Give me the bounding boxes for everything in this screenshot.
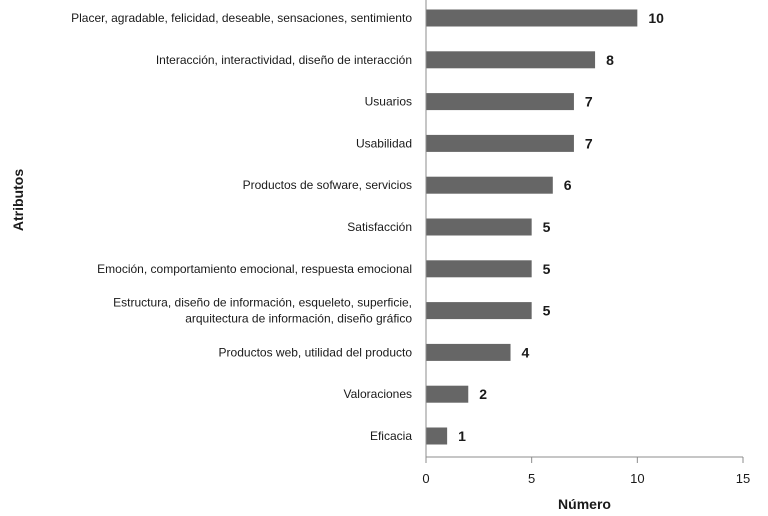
category-label-4: Usabilidad <box>356 136 412 150</box>
x-tick-label-0: 0 <box>422 471 429 486</box>
axes <box>425 0 743 458</box>
bar-1 <box>426 9 638 27</box>
bar-6 <box>426 218 532 236</box>
category-label-line: Placer, agradable, felicidad, deseable, … <box>71 11 412 25</box>
category-label-7: Emoción, comportamiento emocional, respu… <box>97 262 412 276</box>
category-label-line: Emoción, comportamiento emocional, respu… <box>97 262 412 276</box>
x-axis-title: Número <box>558 496 611 512</box>
category-labels: Placer, agradable, felicidad, deseable, … <box>71 11 412 443</box>
value-label-5: 6 <box>564 177 572 193</box>
category-label-2: Interacción, interactividad, diseño de i… <box>156 53 412 67</box>
value-label-2: 8 <box>606 52 614 68</box>
category-label-line: Valoraciones <box>344 387 412 401</box>
value-label-11: 1 <box>458 428 466 444</box>
category-label-line: Satisfacción <box>347 220 412 234</box>
category-label-line: Usuarios <box>365 95 412 109</box>
value-label-7: 5 <box>543 261 551 277</box>
bar-10 <box>426 385 469 403</box>
value-labels: 10 8 7 7 6 5 5 5 4 2 1 <box>458 10 664 444</box>
x-tick-label-10: 10 <box>630 471 644 486</box>
bar-3 <box>426 93 574 111</box>
value-label-1: 10 <box>648 10 664 26</box>
value-label-4: 7 <box>585 135 593 151</box>
bar-2 <box>426 51 596 69</box>
bar-5 <box>426 176 553 194</box>
y-axis-title: Atributos <box>10 169 26 231</box>
value-label-8: 5 <box>543 303 551 319</box>
x-tick-label-15: 15 <box>736 471 750 486</box>
category-label-line: Estructura, diseño de información, esque… <box>113 296 412 310</box>
bars-layer <box>426 9 638 445</box>
value-label-6: 5 <box>543 219 551 235</box>
category-label-line: arquitectura de información, diseño gráf… <box>185 312 412 326</box>
category-label-9: Productos web, utilidad del producto <box>219 345 413 359</box>
bar-8 <box>426 302 532 320</box>
bar-7 <box>426 260 532 278</box>
x-axis-ticks: 0 5 10 15 <box>422 457 750 486</box>
bar-9 <box>426 343 511 361</box>
category-label-10: Valoraciones <box>344 387 412 401</box>
value-label-10: 2 <box>479 386 487 402</box>
value-label-3: 7 <box>585 94 593 110</box>
bar-11 <box>426 427 448 445</box>
category-label-line: Productos de sofware, servicios <box>243 178 412 192</box>
bar-4 <box>426 134 574 152</box>
category-label-line: Interacción, interactividad, diseño de i… <box>156 53 412 67</box>
category-label-1: Placer, agradable, felicidad, deseable, … <box>71 11 412 25</box>
category-label-line: Eficacia <box>370 429 412 443</box>
category-label-6: Satisfacción <box>347 220 412 234</box>
category-label-5: Productos de sofware, servicios <box>243 178 412 192</box>
category-label-8: Estructura, diseño de información, esque… <box>113 296 412 326</box>
x-tick-label-5: 5 <box>528 471 535 486</box>
category-label-line: Productos web, utilidad del producto <box>219 345 413 359</box>
category-label-11: Eficacia <box>370 429 412 443</box>
category-label-line: Usabilidad <box>356 136 412 150</box>
value-label-9: 4 <box>522 344 530 360</box>
category-label-3: Usuarios <box>365 95 412 109</box>
